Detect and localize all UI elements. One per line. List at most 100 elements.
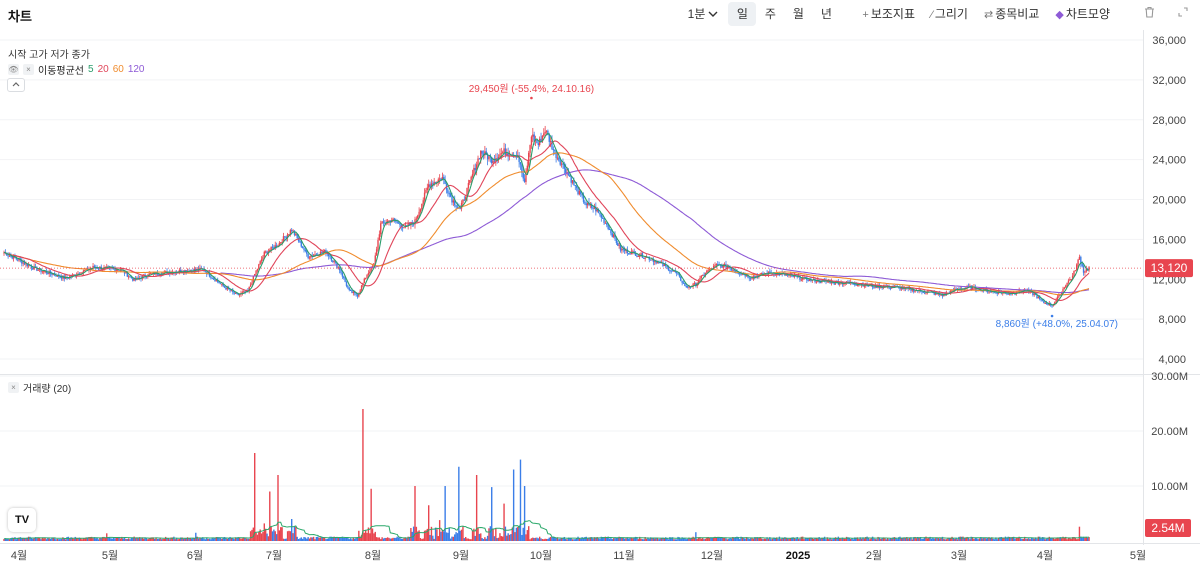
volume-bar <box>829 537 831 541</box>
volume-bar <box>366 532 368 541</box>
volume-bar <box>632 538 634 541</box>
candle-body <box>347 285 349 288</box>
candle-body <box>22 262 24 264</box>
volume-bar <box>702 537 704 541</box>
ma5-line <box>3 132 1090 306</box>
volume-bar <box>700 538 703 541</box>
candle-body <box>754 276 756 278</box>
volume-bar <box>655 538 657 541</box>
volume-bar <box>466 538 468 541</box>
volume-bar <box>769 537 771 541</box>
volume-bar <box>649 537 652 541</box>
interval-selector[interactable]: 1분 <box>680 2 727 26</box>
volume-bar <box>733 537 735 541</box>
volume-bar <box>671 537 674 541</box>
volume-bar <box>369 533 371 541</box>
volume-bar <box>74 536 76 541</box>
volume-bar <box>956 539 959 541</box>
candle-body <box>595 207 597 212</box>
candle-body <box>543 133 545 136</box>
volume-bar <box>214 537 216 541</box>
candle-body <box>332 260 334 262</box>
volume-bar <box>903 537 905 541</box>
candle-body <box>484 151 486 156</box>
volume-bar <box>21 538 23 541</box>
candle-body <box>389 220 392 223</box>
volume-bar <box>18 537 20 541</box>
volume-bar <box>29 536 31 541</box>
volume-bar <box>45 539 48 541</box>
candle-body <box>137 277 139 279</box>
candle-body <box>370 266 372 272</box>
candle-body <box>255 270 257 275</box>
volume-bar <box>645 538 648 541</box>
candle-body <box>773 272 775 275</box>
candle-body <box>792 275 794 277</box>
volume-bar <box>882 537 885 541</box>
candle-body <box>621 248 623 251</box>
period-day-tab[interactable]: 일 <box>728 2 757 26</box>
volume-bar <box>138 537 141 541</box>
volume-bar <box>526 530 529 541</box>
volume-bar <box>889 538 892 541</box>
period-month-tab[interactable]: 월 <box>792 7 804 21</box>
volume-bar <box>874 539 877 541</box>
volume-close-icon[interactable]: × <box>8 382 19 393</box>
volume-bar <box>777 538 779 541</box>
volume-bar <box>511 527 513 541</box>
period-week-tab[interactable]: 주 <box>764 7 776 21</box>
volume-bar <box>123 537 126 541</box>
draw-button[interactable]: ⁄ 그리기 <box>923 2 976 26</box>
candle-body <box>251 282 253 285</box>
volume-bar <box>993 539 996 541</box>
candle-body <box>481 150 483 154</box>
volume-bar <box>688 537 690 541</box>
volume-bar <box>662 537 664 541</box>
candle-body <box>292 230 294 232</box>
price-tick-label: 28,000 <box>1152 115 1186 127</box>
chart-style-button[interactable]: ◆ 차트모양 <box>1047 2 1118 26</box>
volume-bar <box>902 537 904 541</box>
candle-body <box>388 220 390 222</box>
trash-button[interactable] <box>1132 2 1166 26</box>
expand-button[interactable] <box>1166 2 1200 26</box>
volume-bar <box>648 538 650 541</box>
volume-bar <box>854 537 856 541</box>
volume-bar <box>401 539 404 541</box>
candle-body <box>922 291 924 293</box>
volume-bar <box>400 538 402 541</box>
volume-bar <box>341 536 344 541</box>
volume-legend: × 거래량 (20) <box>8 380 71 395</box>
candle-body <box>828 281 830 283</box>
volume-bar <box>719 538 722 541</box>
candle-body <box>397 222 400 224</box>
close-icon[interactable]: × <box>23 64 34 75</box>
volume-bar <box>97 539 100 541</box>
volume-bar <box>843 538 845 541</box>
volume-bar <box>232 537 234 541</box>
volume-bar <box>32 538 34 541</box>
indicators-button[interactable]: + 보조지표 <box>854 2 923 26</box>
volume-bar <box>1081 537 1083 541</box>
volume-bar <box>312 536 315 541</box>
volume-bar <box>910 537 912 541</box>
volume-bar <box>515 527 518 541</box>
volume-bar <box>766 537 768 541</box>
volume-bar <box>36 538 38 541</box>
volume-tick-label: 20.00M <box>1151 426 1188 438</box>
volume-bar <box>170 537 172 541</box>
legend-collapse-button[interactable] <box>7 78 25 92</box>
volume-bar <box>321 536 323 541</box>
volume-bar <box>618 536 620 541</box>
volume-bar <box>785 537 787 541</box>
eye-icon[interactable]: 👁 <box>8 64 19 75</box>
compare-button[interactable]: ⇄ 종목비교 <box>976 2 1047 26</box>
period-year-tab[interactable]: 년 <box>820 7 832 21</box>
volume-bar <box>732 537 734 541</box>
volume-bar <box>756 537 759 541</box>
volume-bar <box>986 538 989 541</box>
candle-body <box>697 281 700 284</box>
candle-body <box>162 272 164 275</box>
candle-body <box>482 153 485 156</box>
